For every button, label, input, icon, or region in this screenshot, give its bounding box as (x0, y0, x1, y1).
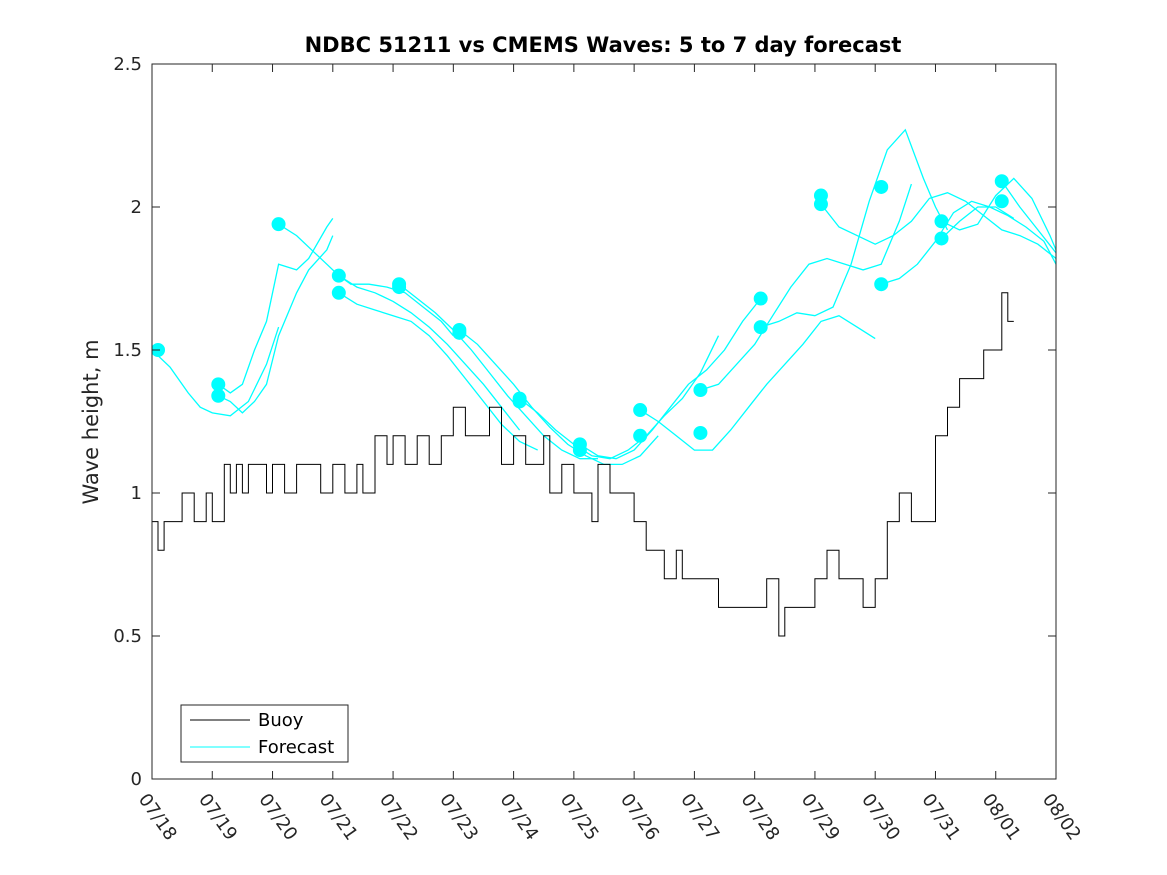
forecast-marker (874, 277, 889, 292)
forecast-marker (753, 291, 768, 306)
x-tick-label: 08/02 (1038, 790, 1085, 845)
forecast-marker (994, 174, 1009, 189)
y-tick-label: 1 (131, 483, 142, 504)
forecast-marker (874, 179, 889, 194)
forecast-marker (331, 268, 346, 283)
x-tick-label: 07/25 (556, 790, 603, 845)
plot-area (152, 128, 1056, 637)
forecast-marker (813, 197, 828, 212)
forecast-marker (512, 394, 527, 409)
x-tick-label: 07/27 (676, 790, 723, 845)
legend-buoy-label: Buoy (258, 710, 304, 731)
x-tick-label: 07/26 (616, 790, 663, 845)
forecast-marker (392, 280, 407, 295)
forecast-line (398, 283, 598, 460)
legend: Buoy Forecast (180, 704, 349, 763)
forecast-line (519, 335, 720, 460)
forecast-marker (211, 388, 226, 403)
forecast-marker (693, 383, 708, 398)
forecast-line (881, 200, 1056, 285)
y-tick-label: 2 (131, 197, 142, 218)
legend-forecast-label: Forecast (258, 737, 334, 758)
forecast-line (217, 218, 334, 394)
forecast-marker (633, 403, 648, 418)
forecast-line (218, 235, 334, 414)
x-tick-label: 07/31 (917, 790, 964, 845)
forecast-marker (633, 428, 648, 443)
y-tick-label: 0.5 (113, 626, 142, 647)
forecast-line (760, 128, 949, 328)
chart-title: NDBC 51211 vs CMEMS Waves: 5 to 7 day fo… (305, 33, 902, 57)
x-tick-label: 07/22 (375, 790, 422, 845)
forecast-line (941, 177, 1056, 251)
forecast-line (338, 292, 538, 451)
x-tick-label: 07/19 (194, 790, 241, 845)
x-tick-label: 07/23 (435, 790, 482, 845)
y-tick-label: 2.5 (113, 54, 142, 75)
y-axis-label: Wave height, m (79, 339, 103, 504)
forecast-marker (934, 231, 949, 246)
forecast-line (820, 192, 1056, 260)
forecast-line (579, 298, 762, 460)
forecast-line (458, 329, 659, 466)
legend-box (180, 704, 349, 763)
x-tick-label: 07/21 (315, 790, 362, 845)
series-group (152, 128, 1056, 637)
forecast-line (1001, 180, 1056, 254)
axes-frame (151, 63, 1057, 780)
x-tick-label: 07/24 (496, 790, 543, 845)
forecast-line (338, 275, 521, 431)
x-tick-label: 08/01 (978, 790, 1025, 845)
forecast-marker (994, 194, 1009, 209)
forecast-line (941, 206, 1015, 239)
y-tick-label: 0 (131, 769, 142, 790)
x-tick-label: 07/29 (797, 790, 844, 845)
forecast-marker (753, 320, 768, 335)
forecast-marker (331, 285, 346, 300)
forecast-line (152, 326, 280, 417)
x-tick-label: 07/20 (254, 790, 301, 845)
forecast-line (278, 223, 454, 337)
x-tick-label: 07/28 (737, 790, 784, 845)
y-tick-label: 1.5 (113, 340, 142, 361)
forecast-marker (271, 217, 286, 232)
forecast-marker (934, 214, 949, 229)
forecast-marker (693, 425, 708, 440)
forecast-marker (452, 325, 467, 340)
forecast-marker (572, 443, 587, 458)
buoy-line (152, 292, 1014, 637)
x-tick-label: 07/30 (857, 790, 904, 845)
forecast-line (700, 183, 913, 391)
x-tick-label: 07/18 (134, 790, 181, 845)
forecast-line (639, 314, 876, 451)
